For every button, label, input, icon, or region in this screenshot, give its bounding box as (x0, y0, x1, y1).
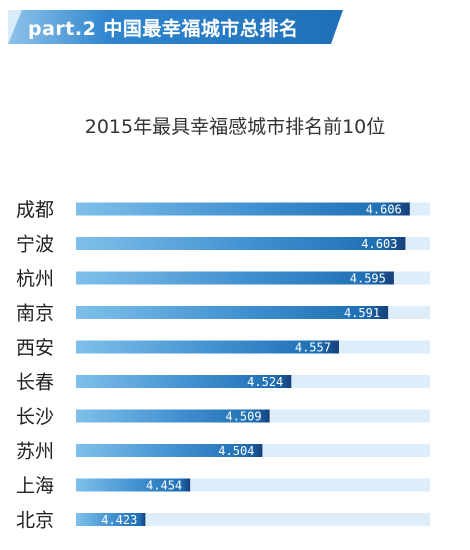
bar-value-label: 4.557 (295, 341, 331, 355)
bar (76, 409, 270, 423)
bar-value-label: 4.454 (146, 479, 182, 493)
bar-value-label: 4.591 (344, 306, 380, 320)
category-label: 成都 (16, 199, 54, 221)
bar (76, 202, 410, 216)
bar-value-label: 4.606 (366, 203, 402, 217)
header-banner (8, 10, 343, 44)
bar-value-label: 4.595 (350, 272, 386, 286)
category-label: 杭州 (16, 268, 54, 290)
bar-value-label: 4.504 (218, 444, 254, 458)
category-label: 西安 (16, 337, 54, 359)
category-label: 宁波 (16, 234, 54, 256)
bar-track (76, 513, 430, 526)
header-title: part.2 中国最幸福城市总排名 (28, 18, 299, 40)
bar-value-label: 4.509 (225, 410, 261, 424)
bar (76, 513, 146, 526)
category-label: 长沙 (16, 406, 54, 428)
bar-value-label: 4.603 (361, 237, 397, 251)
bar-value-label: 4.524 (247, 375, 283, 389)
category-label: 南京 (16, 303, 54, 325)
category-label: 长春 (16, 372, 54, 394)
category-label: 苏州 (16, 441, 54, 463)
category-label: 上海 (16, 475, 54, 497)
bar (76, 340, 339, 354)
bar (76, 271, 394, 285)
category-label: 北京 (16, 510, 54, 532)
chart-title: 2015年最具幸福感城市排名前10位 (84, 116, 386, 138)
bar (76, 237, 406, 250)
bar (76, 444, 263, 457)
bar (76, 306, 389, 319)
bar (76, 375, 292, 388)
bar-value-label: 4.423 (101, 513, 137, 527)
bar (76, 478, 191, 492)
